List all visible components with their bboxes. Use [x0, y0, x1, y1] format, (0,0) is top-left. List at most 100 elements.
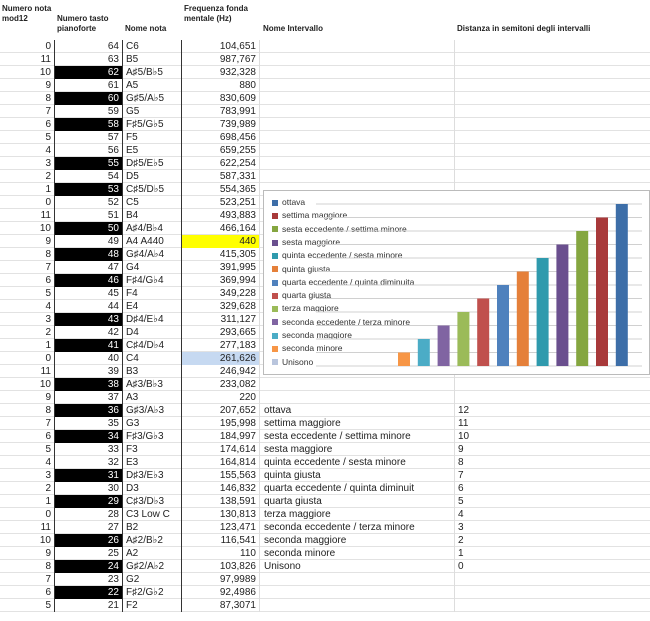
key-number-cell[interactable]: 34 — [55, 430, 123, 443]
key-number-cell[interactable]: 50 — [55, 222, 123, 235]
distance-cell[interactable] — [456, 586, 650, 599]
note-name-cell[interactable]: D♯3/E♭3 — [123, 469, 182, 482]
note-name-cell[interactable]: A5 — [123, 79, 182, 92]
frequency-cell[interactable]: 92,4986 — [182, 586, 260, 599]
interval-name-cell[interactable] — [262, 40, 455, 53]
legend-item[interactable]: sesta eccedente / settima minore — [272, 224, 407, 234]
frequency-cell[interactable]: 184,997 — [182, 430, 260, 443]
key-number-cell[interactable]: 38 — [55, 378, 123, 391]
distance-cell[interactable] — [456, 79, 650, 92]
interval-name-cell[interactable] — [262, 144, 455, 157]
interval-name-cell[interactable] — [262, 118, 455, 131]
key-number-cell[interactable]: 33 — [55, 443, 123, 456]
key-number-cell[interactable]: 48 — [55, 248, 123, 261]
frequency-cell[interactable]: 261,626 — [182, 352, 260, 365]
interval-bar-chart[interactable]: ottava settima maggiore sesta eccedente / … — [263, 190, 650, 375]
interval-name-cell[interactable]: Unisono — [262, 560, 455, 573]
key-number-cell[interactable]: 32 — [55, 456, 123, 469]
frequency-cell[interactable]: 932,328 — [182, 66, 260, 79]
key-number-cell[interactable]: 62 — [55, 66, 123, 79]
frequency-cell[interactable]: 415,305 — [182, 248, 260, 261]
note-name-cell[interactable]: C♯4/D♭4 — [123, 339, 182, 352]
interval-name-cell[interactable] — [262, 378, 455, 391]
key-number-cell[interactable]: 54 — [55, 170, 123, 183]
note-name-cell[interactable]: F3 — [123, 443, 182, 456]
note-name-cell[interactable]: B2 — [123, 521, 182, 534]
key-number-cell[interactable]: 52 — [55, 196, 123, 209]
key-number-cell[interactable]: 26 — [55, 534, 123, 547]
header-mod12[interactable]: Numero nota mod12 — [2, 4, 52, 23]
mod-cell[interactable]: 6 — [0, 118, 55, 131]
frequency-cell[interactable]: 466,164 — [182, 222, 260, 235]
distance-cell[interactable]: 7 — [458, 470, 464, 481]
note-name-cell[interactable]: G4 — [123, 261, 182, 274]
bar-seconda-maggiore[interactable] — [417, 339, 430, 366]
key-number-cell[interactable]: 51 — [55, 209, 123, 222]
mod-cell[interactable]: 0 — [0, 352, 55, 365]
mod-cell[interactable]: 10 — [0, 534, 55, 547]
note-name-cell[interactable]: G3 — [123, 417, 182, 430]
note-name-cell[interactable]: A♯3/B♭3 — [123, 378, 182, 391]
header-note-name[interactable]: Nome nota — [125, 24, 167, 33]
mod-cell[interactable]: 9 — [0, 235, 55, 248]
note-name-cell[interactable]: C3 Low C — [123, 508, 182, 521]
frequency-cell[interactable]: 554,365 — [182, 183, 260, 196]
legend-item[interactable]: seconda minore — [272, 343, 342, 353]
mod-cell[interactable]: 11 — [0, 53, 55, 66]
frequency-cell[interactable]: 207,652 — [182, 404, 260, 417]
frequency-cell[interactable]: 164,814 — [182, 456, 260, 469]
note-name-cell[interactable]: A♯4/B♭4 — [123, 222, 182, 235]
key-number-cell[interactable]: 47 — [55, 261, 123, 274]
distance-cell[interactable]: 12 — [458, 405, 470, 416]
key-number-cell[interactable]: 37 — [55, 391, 123, 404]
interval-name-cell[interactable]: quarta eccedente / quinta diminuit — [262, 482, 455, 495]
key-number-cell[interactable]: 45 — [55, 287, 123, 300]
distance-cell[interactable] — [456, 118, 650, 131]
distance-cell[interactable] — [456, 599, 650, 612]
frequency-cell[interactable]: 830,609 — [182, 92, 260, 105]
mod-cell[interactable]: 7 — [0, 417, 55, 430]
note-name-cell[interactable]: F♯2/G♭2 — [123, 586, 182, 599]
frequency-cell[interactable]: 880 — [182, 79, 260, 92]
distance-cell[interactable] — [456, 40, 650, 53]
frequency-cell[interactable]: 293,665 — [182, 326, 260, 339]
frequency-cell[interactable]: 116,541 — [182, 534, 260, 547]
frequency-cell[interactable]: 369,994 — [182, 274, 260, 287]
distance-cell[interactable] — [456, 105, 650, 118]
mod-cell[interactable]: 10 — [0, 222, 55, 235]
note-name-cell[interactable]: E3 — [123, 456, 182, 469]
mod-cell[interactable]: 11 — [0, 365, 55, 378]
note-name-cell[interactable]: F4 — [123, 287, 182, 300]
key-number-cell[interactable]: 39 — [55, 365, 123, 378]
note-name-cell[interactable]: D3 — [123, 482, 182, 495]
mod-cell[interactable]: 0 — [0, 196, 55, 209]
mod-cell[interactable]: 5 — [0, 443, 55, 456]
key-number-cell[interactable]: 49 — [55, 235, 123, 248]
frequency-cell[interactable]: 987,767 — [182, 53, 260, 66]
note-name-cell[interactable]: A2 — [123, 547, 182, 560]
note-name-cell[interactable]: D4 — [123, 326, 182, 339]
key-number-cell[interactable]: 24 — [55, 560, 123, 573]
frequency-cell[interactable]: 739,989 — [182, 118, 260, 131]
key-number-cell[interactable]: 57 — [55, 131, 123, 144]
key-number-cell[interactable]: 30 — [55, 482, 123, 495]
mod-cell[interactable]: 2 — [0, 326, 55, 339]
mod-cell[interactable]: 3 — [0, 157, 55, 170]
interval-name-cell[interactable]: terza maggiore — [262, 508, 455, 521]
note-name-cell[interactable]: F♯4/G♭4 — [123, 274, 182, 287]
bar-seconda-eccedente-terza-minore[interactable] — [437, 325, 450, 367]
note-name-cell[interactable]: A3 — [123, 391, 182, 404]
interval-name-cell[interactable] — [262, 586, 455, 599]
legend-item[interactable]: Unisono — [272, 357, 313, 367]
legend-item[interactable]: quinta giusta — [272, 264, 330, 274]
mod-cell[interactable]: 1 — [0, 339, 55, 352]
legend-item[interactable]: quinta eccedente / sesta minore — [272, 250, 403, 260]
frequency-cell[interactable]: 195,998 — [182, 417, 260, 430]
note-name-cell[interactable]: A♯2/B♭2 — [123, 534, 182, 547]
mod-cell[interactable]: 5 — [0, 131, 55, 144]
mod-cell[interactable]: 11 — [0, 521, 55, 534]
frequency-cell[interactable]: 233,082 — [182, 378, 260, 391]
distance-cell[interactable] — [456, 131, 650, 144]
key-number-cell[interactable]: 21 — [55, 599, 123, 612]
interval-name-cell[interactable] — [262, 599, 455, 612]
